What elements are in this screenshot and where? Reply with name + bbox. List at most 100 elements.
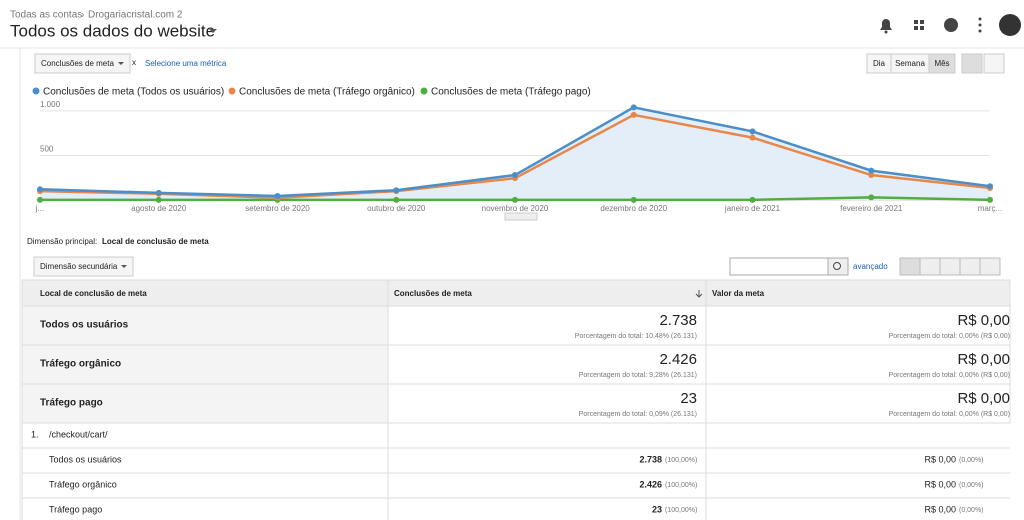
point[interactable] [868,194,875,201]
point[interactable] [630,111,637,118]
row-name: Tráfego orgânico [40,359,121,370]
x-tick-label: j... [35,204,44,213]
point[interactable] [630,196,637,203]
search-icon [833,262,841,270]
point[interactable] [868,167,875,174]
summary-name-cell [21,305,389,346]
row-name: Tráfego pago [40,398,103,409]
meta-value: R$ 0,00 [924,504,956,514]
breadcrumb[interactable]: Drogariacristal.com 2 [88,10,183,21]
x-tick-label: novembro de 2020 [482,204,549,213]
point[interactable] [749,128,756,135]
summary-name-cell [21,383,389,424]
metric-share: Porcentagem do total: 10,48% (26.131) [575,333,697,340]
breadcrumb: Todas as contas [10,10,82,21]
view-toggles[interactable] [899,257,1001,276]
metric-share: Porcentagem do total: 0,09% (26.131) [579,411,697,418]
legend-swatch [420,87,428,95]
metric-value: 2.738 [659,312,697,329]
column-header[interactable]: Valor da meta [712,289,765,298]
point[interactable] [37,196,43,203]
summary-cell [387,305,1011,346]
dimension-value: Local de conclusão de meta [102,237,209,246]
row-name: Todos os usuários [49,454,122,464]
point[interactable] [512,196,518,203]
secondary-dimension-label[interactable]: Dimensão secundária [40,262,118,271]
x-tick-label: fevereiro de 2021 [840,204,903,213]
view-title[interactable]: Todos os dados do website [10,21,215,40]
dropdown-arrow[interactable] [209,29,217,33]
metric-value: 2.426 [659,351,697,368]
x-tick-label: janeiro de 2021 [724,204,781,213]
metric-value: 23 [680,390,697,407]
meta-value: R$ 0,00 [957,351,1010,368]
point[interactable] [749,196,756,203]
point[interactable] [512,172,518,179]
column-header[interactable]: Local de conclusão de meta [40,289,147,298]
meta-value: R$ 0,00 [924,479,956,489]
chart-type-motion[interactable] [983,53,1005,74]
period-label[interactable]: Mês [934,59,949,68]
dropdown-arrow [118,62,124,65]
search-button[interactable] [827,257,849,276]
meta-share: Porcentagem do total: 0,00% (R$ 0,00) [889,333,1010,340]
add-metric-link[interactable]: Selecione uma métrica [145,59,227,68]
summary-cell [387,383,1011,424]
group-name[interactable]: /checkout/cart/ [49,429,108,439]
column-header[interactable]: Conclusões de meta [394,289,472,298]
metric-pct: (100,00%) [665,507,697,514]
metric-share: Porcentagem do total: 9,28% (26.131) [579,372,697,379]
point[interactable] [987,183,993,190]
summary-name-cell [21,344,389,385]
secondary-dimension-select[interactable] [33,256,134,277]
point[interactable] [749,134,756,141]
legend-label[interactable]: Conclusões de meta (Tráfego orgânico) [239,87,415,98]
dropdown-arrow [121,265,127,268]
meta-value: R$ 0,00 [957,312,1010,329]
period-label[interactable]: Semana [895,59,925,68]
toolbar-icons[interactable] [880,14,1021,36]
y-tick-label: 500 [40,145,54,154]
point[interactable] [393,196,400,203]
point[interactable] [274,192,281,199]
period-label[interactable]: Dia [873,59,886,68]
metric-pct: (100,00%) [665,482,697,489]
y-tick-label: 1.000 [40,100,61,109]
x-tick-label: març... [978,204,1002,213]
chart-type-line[interactable] [961,53,983,74]
meta-value: R$ 0,00 [957,390,1010,407]
compare-x: x [132,58,136,67]
point[interactable] [37,186,43,193]
table-header [21,279,1011,307]
metric-select-label[interactable]: Conclusões de meta [41,59,114,68]
row-name: Tráfego pago [49,504,102,514]
meta-pct: (0,00%) [959,507,984,514]
legend-swatch [32,87,40,95]
legend-label[interactable]: Conclusões de meta (Tráfego pago) [431,87,591,98]
legend-swatch [228,87,236,95]
row-name: Todos os usuários [40,320,129,331]
sort-arrow [695,290,703,298]
dimension-label: Dimensão principal: [27,237,97,246]
meta-pct: (0,00%) [959,482,984,489]
advanced-link[interactable]: avançado [853,262,888,271]
legend-label[interactable]: Conclusões de meta (Todos os usuários) [43,87,224,98]
x-tick-label: outubro de 2020 [367,204,426,213]
point[interactable] [630,104,637,111]
point[interactable] [868,172,875,179]
point[interactable] [155,196,162,203]
row-name: Tráfego orgânico [49,479,117,489]
period-button[interactable] [928,53,956,74]
chart-resize-handle[interactable] [504,212,538,221]
group-index: 1. [31,429,39,439]
metric-select[interactable] [34,53,131,74]
point[interactable] [155,189,162,196]
meta-value: R$ 0,00 [924,454,956,464]
breadcrumb-sep: › [81,10,84,21]
point[interactable] [987,196,993,203]
point[interactable] [393,187,400,194]
x-tick-label: agosto de 2020 [131,204,187,213]
x-tick-label: setembro de 2020 [245,204,310,213]
